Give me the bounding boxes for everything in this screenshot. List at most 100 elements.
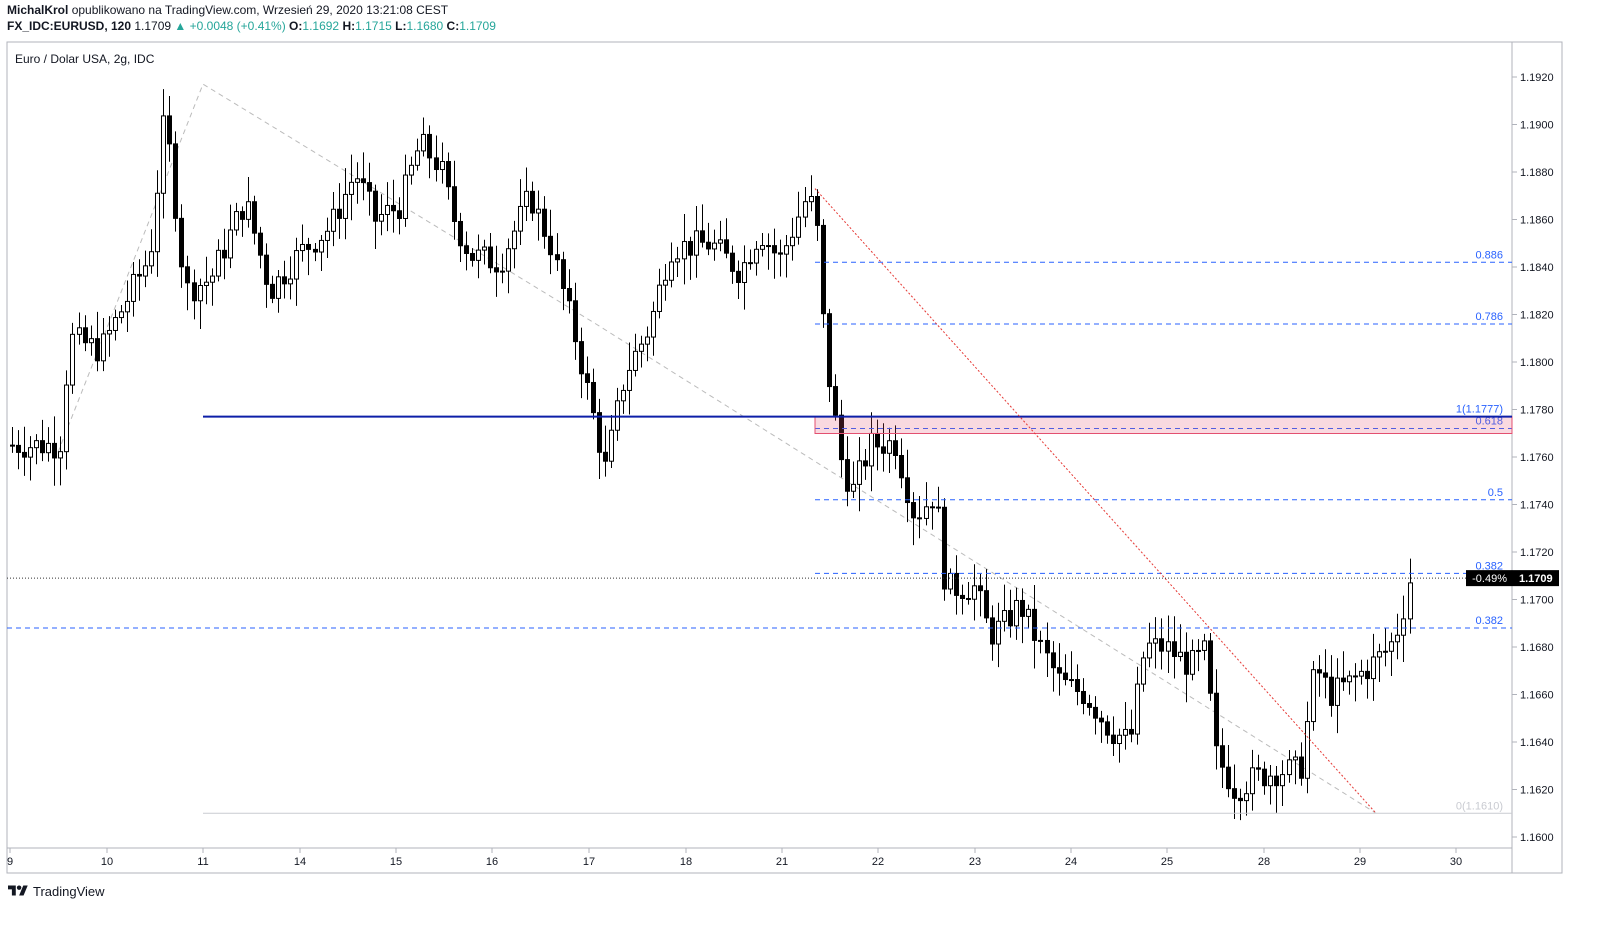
candle-up [506, 248, 511, 272]
fib-level-label: 0.5 [1488, 487, 1503, 499]
candle-down [990, 617, 995, 645]
candle-down [258, 232, 263, 256]
candle-up [125, 300, 130, 313]
price-tick-label: 1.1640 [1520, 737, 1554, 749]
price-tick-label: 1.1840 [1520, 262, 1554, 274]
candle-up [421, 133, 426, 152]
candle-up [198, 285, 203, 302]
candle-up [784, 245, 789, 255]
current-price: -0.49% 1.1709 [7, 570, 1559, 587]
candle-down [954, 572, 959, 596]
candle-up [651, 310, 656, 338]
high-value: 1.1715 [355, 19, 392, 33]
price-tick-label: 1.1800 [1520, 357, 1554, 369]
candle-down [1299, 756, 1304, 779]
candle-down [1057, 667, 1062, 674]
price-tick-label: 1.1900 [1520, 120, 1554, 132]
candle-up [1178, 651, 1183, 657]
candle-up [440, 161, 445, 171]
candle-down [1063, 672, 1068, 681]
price-axis[interactable]: 1.1920 1.1900 1.1880 1.1860 1.1840 1.1820 1.18… [1512, 72, 1554, 844]
candle-down [542, 208, 547, 237]
candle-up [331, 208, 336, 232]
fibonacci-retracement[interactable]: 0.886 0.786 1(1.1777)0.618 0.5 0.382 0.382 0(1… [7, 249, 1512, 814]
candle-up [34, 440, 39, 449]
candle-up [288, 278, 293, 285]
price-chart[interactable]: Euro / Dolar USA, 2g, IDC 1.19201.19001.… [0, 0, 1603, 880]
fib-level-label: 0.786 [1475, 311, 1503, 323]
candle-up [682, 241, 687, 260]
candle-up [119, 311, 124, 319]
price-change-label: -0.49% [1472, 573, 1507, 585]
candle-up [1123, 728, 1128, 736]
candle-down [464, 245, 469, 254]
candle-down [1020, 599, 1025, 617]
candle-up [210, 275, 215, 283]
chart-frame [6, 41, 1563, 874]
candle-down [1081, 690, 1086, 704]
candle-down [561, 259, 566, 290]
candle-down [1105, 721, 1110, 736]
time-tick-label: 24 [1065, 856, 1077, 868]
candle-down [530, 190, 535, 214]
price-tick-label: 1.1720 [1520, 547, 1554, 559]
candle-up [1335, 677, 1340, 706]
candle-up [609, 429, 614, 462]
candle-down [827, 313, 832, 388]
drawings[interactable] [203, 188, 1513, 814]
candle-up [107, 329, 112, 335]
candle-down [706, 241, 711, 250]
time-tick-label: 15 [390, 856, 402, 868]
candle-down [1093, 706, 1098, 719]
candle-down [579, 341, 584, 375]
candle-up [790, 236, 795, 247]
candle-up [524, 190, 529, 207]
candle-up [319, 239, 324, 253]
candle-down [730, 252, 735, 272]
candle-down [83, 327, 88, 344]
candle-down [1045, 639, 1050, 654]
candle-up [663, 279, 668, 286]
candle-up [518, 205, 523, 232]
candle-down [1365, 670, 1370, 680]
fib-level-label: 0.382 [1475, 615, 1503, 627]
candle-down [452, 186, 457, 222]
candle-down [1353, 675, 1358, 678]
candle-down [905, 477, 910, 504]
candle-up [1153, 638, 1158, 644]
zigzag-path [57, 83, 1377, 814]
candle-down [688, 241, 693, 256]
price-tick-label: 1.1620 [1520, 785, 1554, 797]
author-name[interactable]: MichalKrol [7, 3, 69, 17]
time-axis[interactable]: 9 10 11 14 15 16 17 18 21 22 23 24 25 28 29 30 [7, 848, 1462, 868]
candle-up [627, 369, 632, 391]
candle-down [1172, 641, 1177, 657]
candle-down [16, 444, 21, 453]
candle-down [10, 444, 15, 447]
candle-up [1359, 670, 1364, 677]
time-tick-label: 28 [1258, 856, 1270, 868]
candle-up [149, 251, 154, 267]
candle-up [58, 451, 63, 459]
candle-up [1377, 651, 1382, 658]
candle-down [367, 182, 372, 192]
candle-down [137, 273, 142, 277]
candle-up [409, 164, 414, 176]
tradingview-footer[interactable]: TradingView [8, 883, 105, 899]
candle-up [639, 343, 644, 352]
open-value: 1.1692 [302, 19, 340, 33]
candle-up [718, 239, 723, 244]
candle-down [494, 267, 499, 273]
candle-up [276, 276, 281, 299]
candle-up [851, 483, 856, 492]
candle-down [555, 254, 560, 261]
price-tick-label: 1.1820 [1520, 310, 1554, 322]
time-tick-label: 25 [1161, 856, 1173, 868]
candle-down [1323, 672, 1328, 678]
fib-level-label: 0.886 [1475, 249, 1503, 261]
candle-down [1008, 610, 1013, 627]
candle-down [863, 460, 868, 467]
candle-up [857, 460, 862, 485]
candle-down [391, 204, 396, 212]
candle-up [1002, 610, 1007, 622]
